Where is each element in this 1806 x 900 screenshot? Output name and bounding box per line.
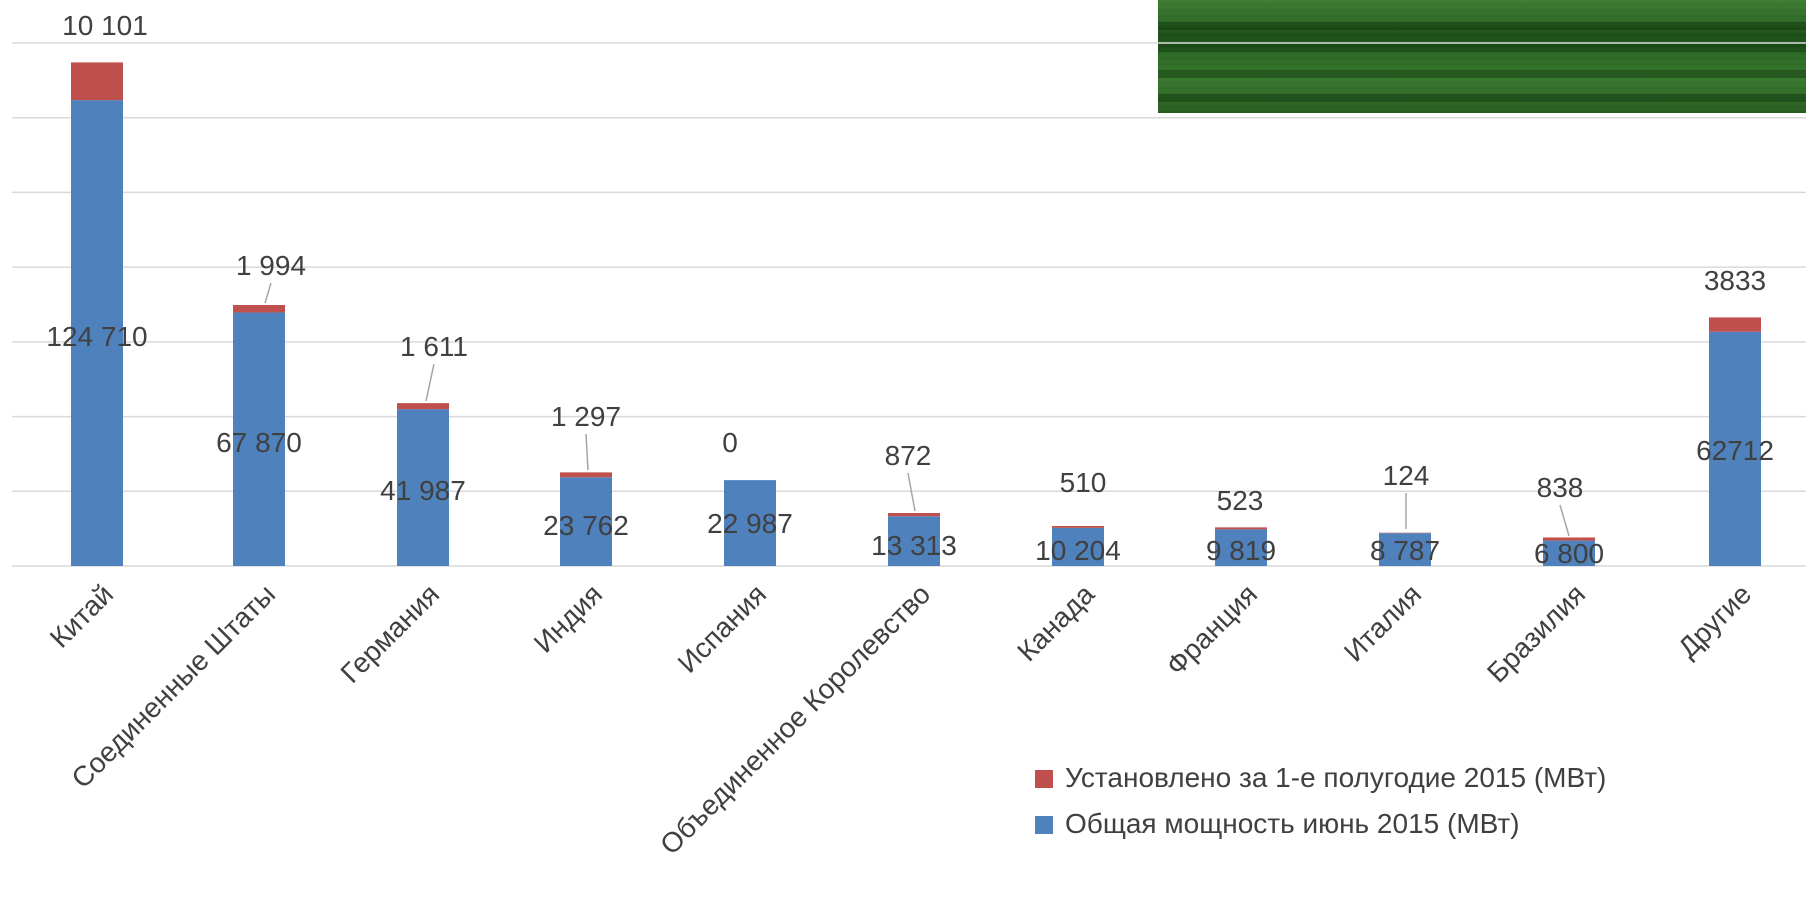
data-label-installed: 838 xyxy=(1537,472,1584,503)
data-label-total: 41 987 xyxy=(380,475,466,506)
data-label-leader xyxy=(1559,504,1570,537)
category-label: Испания xyxy=(672,578,772,678)
legend-label-total: Общая мощность июнь 2015 (МВт) xyxy=(1065,808,1520,839)
data-label-installed: 510 xyxy=(1060,467,1107,498)
bar-total-capacity xyxy=(233,312,285,566)
data-label-leader xyxy=(585,433,589,471)
category-label: Франция xyxy=(1160,578,1263,681)
data-label-total: 9 819 xyxy=(1206,535,1276,566)
bar-total-capacity xyxy=(888,516,940,566)
bar-total-capacity xyxy=(1052,527,1104,566)
bar-total-capacity xyxy=(560,477,612,566)
bar-installed-2015 xyxy=(888,513,940,517)
bar-installed-2015 xyxy=(1215,527,1267,530)
bar-installed-2015 xyxy=(233,305,285,313)
category-label: Канада xyxy=(1011,578,1100,667)
data-label-total: 10 204 xyxy=(1035,535,1121,566)
data-label-total: 6 800 xyxy=(1534,538,1604,569)
bar-installed-2015 xyxy=(1052,525,1104,528)
category-label: Италия xyxy=(1338,578,1427,667)
data-label-installed: 1 611 xyxy=(400,331,468,362)
bar-total-capacity xyxy=(397,409,449,566)
category-label: Бразилия xyxy=(1481,578,1591,688)
bar-installed-2015 xyxy=(71,62,123,101)
legend-label-installed: Установлено за 1-е полугодие 2015 (МВт) xyxy=(1065,762,1607,793)
data-label-installed: 3833 xyxy=(1704,265,1766,296)
legend-item-installed-2015: Установлено за 1-е полугодие 2015 (МВт) xyxy=(1035,758,1675,798)
data-label-total: 13 313 xyxy=(871,530,957,561)
data-label-total: 62712 xyxy=(1696,435,1774,466)
data-label-installed: 1 297 xyxy=(551,401,621,432)
legend-swatch-installed xyxy=(1035,770,1053,788)
data-label-total: 8 787 xyxy=(1370,535,1440,566)
category-label: Китай xyxy=(44,578,119,653)
bar-installed-2015 xyxy=(560,472,612,478)
data-label-leader xyxy=(425,363,435,402)
category-label: Германия xyxy=(335,578,446,689)
bar-installed-2015 xyxy=(397,403,449,410)
chart-legend: Установлено за 1-е полугодие 2015 (МВт) … xyxy=(1035,758,1675,850)
data-label-installed: 0 xyxy=(722,427,738,458)
bar-total-capacity xyxy=(71,100,123,566)
data-label-total: 22 987 xyxy=(707,508,793,539)
category-label: Объединенное Королевство xyxy=(654,578,936,860)
legend-item-total-capacity: Общая мощность июнь 2015 (МВт) xyxy=(1035,804,1675,844)
wind-farm-field-photo xyxy=(1158,0,1806,113)
data-label-installed: 872 xyxy=(885,440,932,471)
bar-total-capacity xyxy=(1215,529,1267,566)
data-label-leader xyxy=(907,472,916,512)
bar-total-capacity xyxy=(1709,331,1761,566)
data-label-installed: 1 994 xyxy=(236,250,306,281)
bar-total-capacity xyxy=(1543,540,1595,566)
data-label-installed: 124 xyxy=(1383,460,1430,491)
category-label: Другие xyxy=(1672,578,1757,663)
bar-installed-2015 xyxy=(1543,537,1595,541)
data-label-installed: 523 xyxy=(1217,485,1264,516)
data-label-total: 67 870 xyxy=(216,427,302,458)
bar-total-capacity xyxy=(724,480,776,566)
data-label-total: 124 710 xyxy=(46,321,147,352)
bar-total-capacity xyxy=(1379,533,1431,566)
bar-installed-2015 xyxy=(1709,317,1761,332)
data-label-total: 23 762 xyxy=(543,510,629,541)
category-label: Индия xyxy=(528,578,608,658)
data-label-leader xyxy=(264,282,272,304)
legend-swatch-total xyxy=(1035,816,1053,834)
data-label-installed: 10 101 xyxy=(62,10,148,41)
